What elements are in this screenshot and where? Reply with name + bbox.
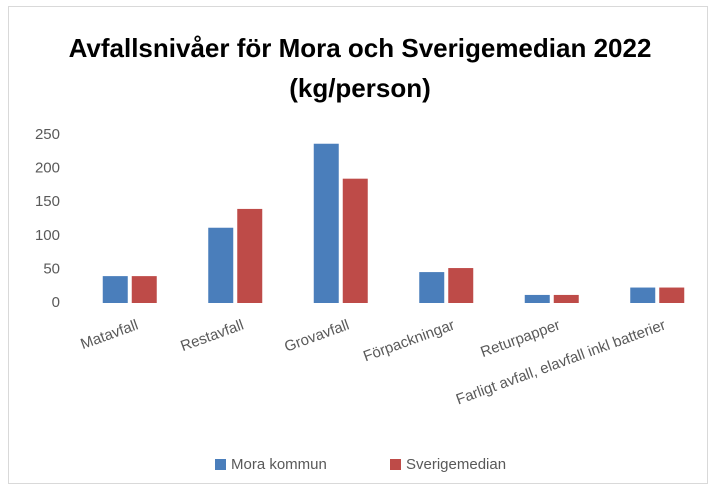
legend-swatch [390,459,401,470]
x-tick-label: Matavfall [78,317,140,354]
legend-label: Mora kommun [231,456,327,473]
x-tick-label: Returpapper [478,317,562,361]
y-tick-label: 0 [52,294,60,311]
y-tick-label: 150 [35,193,60,210]
bar [342,178,368,303]
legend-swatch [215,459,226,470]
bar [313,143,339,303]
chart-frame [8,6,708,484]
bar [237,208,263,303]
bar [208,227,234,303]
bar [419,272,445,303]
x-tick-label: Restavfall [178,317,246,356]
y-tick-label: 50 [43,260,60,277]
bar [448,268,474,303]
y-tick-label: 100 [35,227,60,244]
bar [131,276,157,303]
bar [659,287,685,303]
bar [102,276,128,303]
legend-label: Sverigemedian [406,456,506,473]
y-tick-label: 200 [35,160,60,177]
bar [524,294,550,303]
chart-title: Avfallsnivåer för Mora och Sverigemedian… [68,33,652,103]
x-tick-label: Förpackningar [361,317,457,366]
bar [630,287,656,303]
y-tick-label: 250 [35,126,60,143]
bar [553,294,579,303]
x-tick-label: Grovavfall [282,317,351,356]
